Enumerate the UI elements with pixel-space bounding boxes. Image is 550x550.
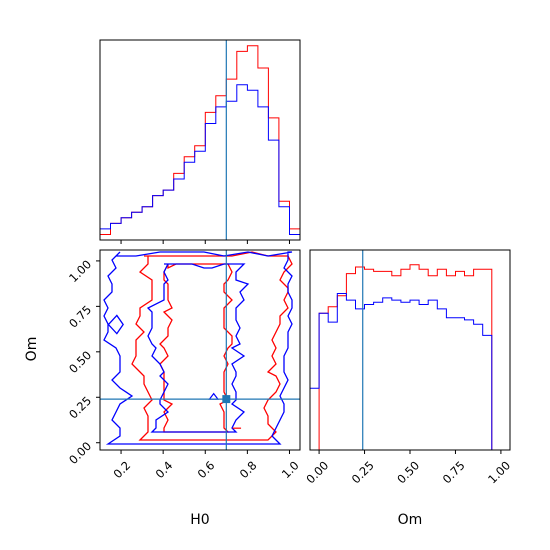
contour-x-tick-label: 0.2 [110,458,133,481]
contour-y-tick-label: 0.50 [66,348,94,376]
om-hist-plot-area [310,250,510,450]
contour-y-tick-label: 0.75 [66,303,94,331]
x-axis-title-h0: H0 [190,512,209,528]
h0-histogram-panel [99,39,301,244]
contour-red-inner [159,263,233,433]
contour-blue-island [208,392,220,400]
h0-om-contour-panel: 0.2 0.4 0.6 0.8 1.0 0.00 0.25 0.50 0.75 1.00 [66,249,302,481]
contour-y-tick-label: 0.25 [66,393,94,421]
om-hist-x-tick-label: 0.50 [394,458,422,486]
contour-blue-outer [103,251,293,445]
om-hist-x-tick-label: 0.75 [440,458,468,486]
h0-hist-plot-area [100,40,300,240]
contour-plot-area [100,250,300,450]
om-hist-x-tick-label: 0.25 [349,458,377,486]
om-histogram-panel: 0.00 0.25 0.50 0.75 1.00 [303,249,513,486]
contour-x-tick-label: 0.4 [153,458,176,481]
om-hist-x-tick-label: 0.00 [303,458,331,486]
contour-blue-inner [146,263,250,433]
x-axis-title-om: Om [398,512,423,528]
om-hist-red-series [310,264,510,450]
om-hist-frame [309,249,511,451]
contour-y-tick-label: 0.00 [66,439,94,467]
y-axis-title-om: Om [24,337,40,362]
om-hist-x-tick-label: 1.00 [485,458,513,486]
contour-x-tick-label: 1.0 [279,458,302,481]
contour-x-tick-label: 0.8 [237,458,260,481]
truth-marker [222,395,231,404]
contour-frame [99,249,301,451]
om-hist-blue-series [310,293,510,450]
h0-hist-blue-series [100,84,300,240]
h0-hist-red-series [100,45,300,240]
contour-red-outer [131,251,293,441]
h0-hist-frame [99,39,301,241]
contour-y-tick-label: 1.00 [66,257,94,285]
contour-blue-island [107,314,124,335]
contour-x-tick-label: 0.6 [195,458,218,481]
